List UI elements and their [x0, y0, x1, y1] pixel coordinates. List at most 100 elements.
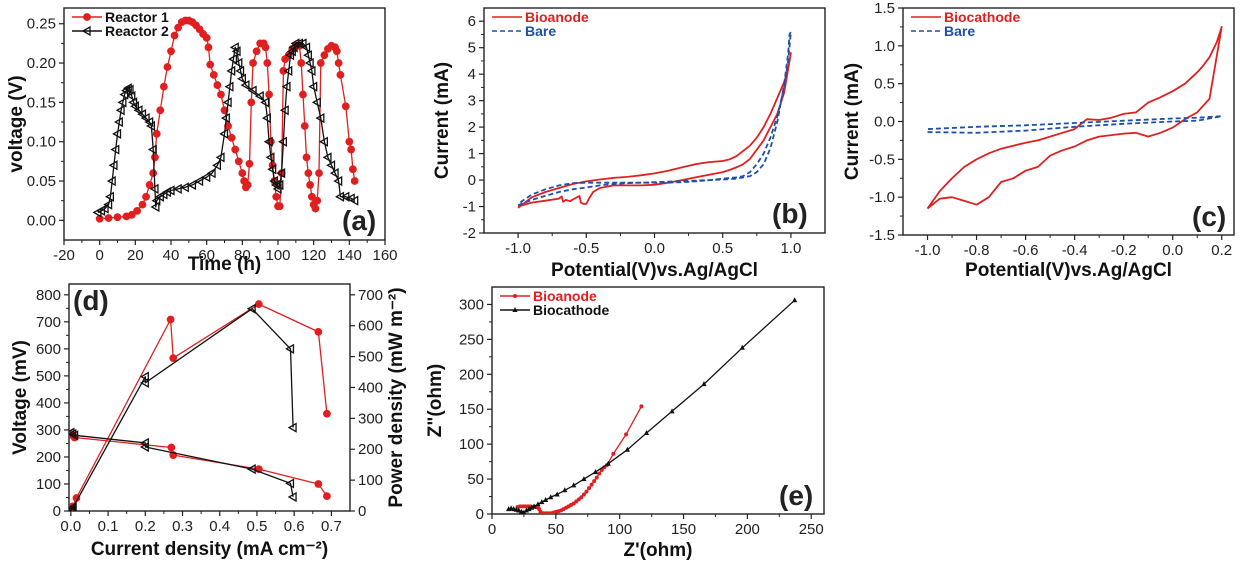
y-tick-label: 0: [53, 503, 61, 520]
y-tick-label: 50: [467, 471, 484, 488]
series-reactor-2-voltage-point: [285, 478, 295, 489]
series-reactor-2-point: [335, 191, 345, 202]
series-reactor-2-point: [274, 179, 284, 191]
series-reactor-1-point: [217, 90, 225, 99]
series-reactor-2-point: [106, 175, 116, 187]
series-reactor-2-power-point: [287, 422, 297, 433]
x-axis-title: Time (h): [188, 254, 262, 275]
series-reactor-2-point: [322, 152, 332, 163]
y-axis-title: Voltage (mV): [10, 340, 31, 455]
series-reactor-1-point: [249, 59, 257, 67]
legend-marker: [513, 294, 517, 298]
y-tick-label: 600: [36, 341, 61, 358]
y-tick-label: 4: [468, 66, 476, 83]
series-reactor-1-point: [167, 47, 175, 56]
series-reactor-1-point: [306, 181, 315, 189]
series-reactor-1-point: [209, 70, 218, 79]
series-reactor-2-point: [306, 65, 316, 77]
series-reactor-2-point: [240, 79, 250, 91]
legend-label: Bare: [944, 23, 975, 39]
series-reactor-1-point: [149, 169, 158, 178]
series-reactor-1-point: [341, 102, 350, 111]
series-reactor-2-point: [147, 144, 157, 155]
series-bioanode-point: [597, 471, 602, 476]
y-tick-label: 1: [468, 146, 476, 163]
x-tick-label: -0.8: [964, 242, 990, 259]
y-tick-label: 500: [36, 368, 61, 385]
x-tick-label: 250: [799, 521, 824, 538]
plot-frame: [68, 283, 351, 512]
series-reactor-1-point: [227, 133, 236, 142]
series-reactor-2-point: [215, 152, 225, 163]
series-reactor-2-point: [150, 201, 160, 213]
y-tick-label: 700: [36, 314, 61, 331]
series-reactor-1-point: [302, 153, 311, 162]
x-tick-label: 0.4: [209, 518, 230, 535]
series-reactor-1-point: [159, 82, 168, 91]
series-reactor-1-point: [275, 202, 284, 211]
series-bioanode-point: [579, 495, 584, 500]
series-group: [517, 30, 792, 209]
series-reactor-2-point: [333, 175, 343, 187]
series-reactor-1-point: [204, 43, 213, 52]
series-reactor-1-point: [151, 153, 159, 162]
series-reactor-2-point: [228, 53, 238, 65]
series-reactor-2-point: [237, 73, 246, 84]
series-reactor-1-point: [213, 81, 222, 89]
series-reactor-2-point: [140, 112, 150, 124]
series-reactor-1-voltage-point: [323, 492, 331, 501]
y-tick-label: 0.15: [27, 94, 56, 111]
series-reactor-1-point: [332, 47, 341, 56]
series-reactor-1-point: [320, 51, 329, 60]
x-tick-label: 20: [127, 247, 144, 264]
series-reactor-2-point: [219, 128, 229, 139]
y-right-tick-label: 300: [358, 410, 383, 427]
series-reactor-2-point: [301, 42, 311, 53]
series-reactor-1-point: [156, 106, 165, 115]
series-reactor-1-point: [299, 90, 307, 99]
x-axis-title: Current density (mA cm⁻²): [91, 539, 328, 560]
series-reactor-2-point: [269, 175, 279, 187]
series-biocathode-line: [508, 299, 796, 514]
x-tick-label: -0.5: [573, 240, 599, 257]
series-reactor-2-point: [283, 65, 293, 77]
series-biocathode-line: [926, 26, 1223, 210]
y-tick-label: 800: [36, 287, 61, 304]
y-right-tick-label: 500: [358, 349, 383, 366]
y-tick-label: -2: [463, 225, 476, 242]
legend-label: Reactor 1: [105, 9, 169, 25]
y-tick-label: 0.10: [27, 134, 56, 151]
series-reactor-2-point: [187, 179, 197, 191]
series-biocathode-point: [531, 503, 537, 509]
y-right-tick-label: 200: [358, 441, 383, 458]
x-tick-label: 60: [198, 247, 215, 264]
series-reactor-2-point: [108, 160, 118, 171]
series-reactor-2-point: [124, 84, 134, 95]
panel-d: 0.0 0.1 0.2 0.3 0.4 0.5 0.6 0.7 0 100 200 300 400 500…: [10, 283, 407, 560]
y-tick-label: 2: [468, 119, 476, 136]
x-tick-label: 0.0: [644, 240, 665, 257]
series-bioanode-point: [639, 404, 644, 409]
series-reactor-1-point: [202, 33, 211, 42]
series-biocathode-point: [523, 507, 530, 513]
series-reactor-2-point: [229, 42, 239, 53]
x-tick-label: -0.6: [1013, 242, 1039, 259]
x-tick-label: 0: [95, 247, 103, 264]
series-reactor-1-power-point: [314, 327, 323, 336]
series-reactor-1-point: [243, 181, 252, 189]
series-reactor-2-point: [117, 97, 127, 108]
series-reactor-1-voltage-point: [314, 480, 323, 488]
x-tick-label: 0.2: [1211, 242, 1232, 259]
series-reactor-2-point: [297, 38, 307, 49]
series-reactor-1-point: [279, 67, 288, 75]
x-tick-label: 80: [234, 247, 251, 264]
y-tick-label: 150: [459, 401, 484, 418]
x-tick-label: -1.0: [505, 240, 531, 257]
series-reactor-2-point: [311, 97, 321, 108]
panel-label: (a): [342, 205, 376, 236]
series-reactor-1-point: [316, 59, 325, 67]
series-reactor-2-point: [146, 120, 156, 132]
series-reactor-2-point: [226, 65, 236, 77]
series-group: [926, 26, 1223, 210]
x-axis-title: Potential(V)vs.Ag/AgCl: [965, 260, 1172, 281]
